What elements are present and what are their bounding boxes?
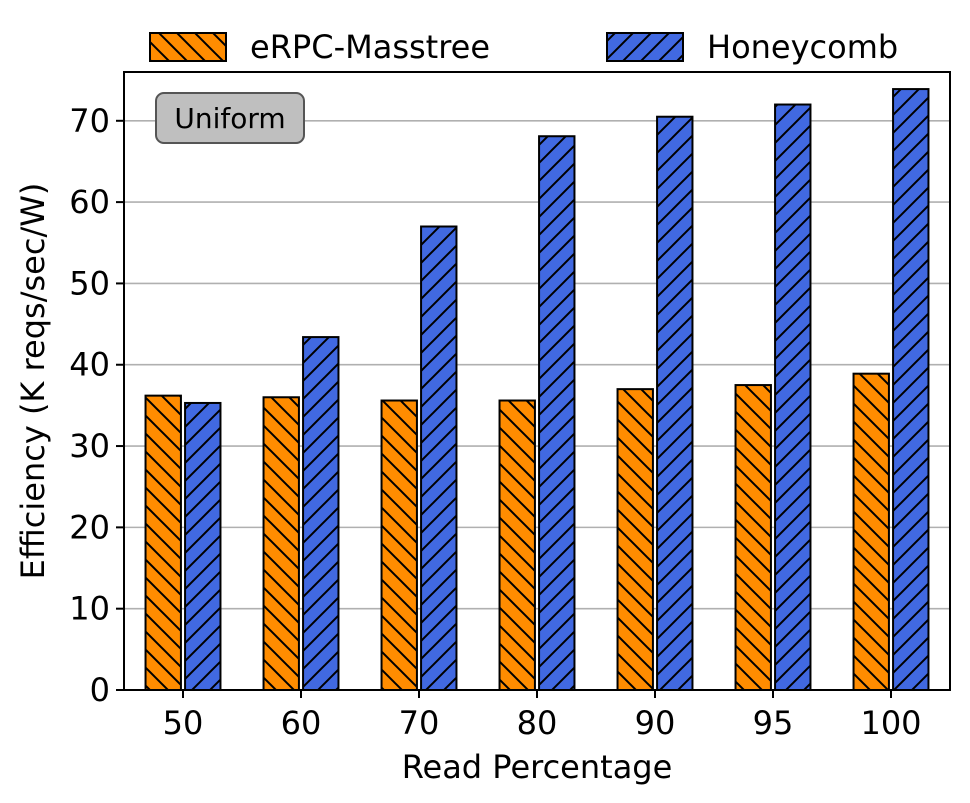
x-axis: 50 60 70 80 90 95 100 bbox=[163, 690, 922, 742]
legend: eRPC-Masstree Honeycomb bbox=[149, 28, 898, 66]
legend-label: eRPC-Masstree bbox=[250, 28, 490, 66]
gridlines bbox=[124, 119, 950, 691]
y-tick-label: 60 bbox=[69, 183, 110, 221]
legend-item: Honeycomb bbox=[606, 28, 898, 66]
bar bbox=[892, 88, 930, 692]
legend-swatch-hatch bbox=[606, 32, 684, 62]
bar bbox=[656, 115, 694, 691]
bar bbox=[498, 399, 536, 691]
bar-hatch bbox=[852, 372, 890, 691]
y-tick-label: 20 bbox=[69, 508, 110, 546]
bar bbox=[144, 394, 182, 691]
bar bbox=[774, 103, 812, 692]
x-axis-title: Read Percentage bbox=[402, 748, 673, 786]
bar-hatch bbox=[420, 225, 458, 691]
bar bbox=[184, 401, 222, 691]
x-tick-label: 50 bbox=[163, 704, 204, 742]
y-axis-title: Efficiency (K reqs/sec/W) bbox=[14, 183, 52, 580]
bar bbox=[262, 396, 300, 691]
bar-hatch bbox=[774, 103, 812, 692]
annotation-background bbox=[155, 92, 305, 144]
bar bbox=[538, 135, 576, 691]
bar-hatch bbox=[656, 115, 694, 691]
bar bbox=[380, 399, 418, 691]
y-tick-label: 0 bbox=[90, 671, 110, 709]
x-tick-label: 95 bbox=[753, 704, 794, 742]
bar-hatch bbox=[184, 401, 222, 691]
annotation-box: Uniform bbox=[155, 92, 305, 144]
x-tick-label: 100 bbox=[860, 704, 921, 742]
bar-hatch bbox=[498, 399, 536, 691]
bar-hatch bbox=[262, 396, 300, 691]
bar-hatch bbox=[892, 88, 930, 692]
y-tick-label: 10 bbox=[69, 590, 110, 628]
legend-item: eRPC-Masstree bbox=[149, 28, 490, 66]
x-tick-label: 90 bbox=[635, 704, 676, 742]
plot-frame bbox=[123, 71, 951, 691]
bar-hatch bbox=[538, 135, 576, 691]
y-tick-label: 50 bbox=[69, 264, 110, 302]
bar bbox=[852, 372, 890, 691]
legend-label: Honeycomb bbox=[707, 28, 898, 66]
x-tick-label: 60 bbox=[281, 704, 322, 742]
bars bbox=[144, 88, 930, 692]
bar bbox=[734, 384, 772, 691]
y-tick-label: 40 bbox=[69, 346, 110, 384]
y-axis: 0 10 20 30 40 50 60 70 bbox=[69, 102, 124, 709]
annotation-label: Uniform bbox=[174, 102, 285, 135]
bar bbox=[616, 388, 654, 691]
bar-hatch bbox=[302, 336, 340, 691]
bar-hatch bbox=[144, 394, 182, 691]
x-tick-label: 70 bbox=[399, 704, 440, 742]
y-tick-label: 30 bbox=[69, 427, 110, 465]
bar bbox=[302, 336, 340, 691]
bar-hatch bbox=[380, 399, 418, 691]
legend-swatch-hatch bbox=[149, 32, 227, 62]
bar-hatch bbox=[616, 388, 654, 691]
bar bbox=[420, 225, 458, 691]
x-tick-label: 80 bbox=[517, 704, 558, 742]
bar-hatch bbox=[734, 384, 772, 691]
y-tick-label: 70 bbox=[69, 102, 110, 140]
